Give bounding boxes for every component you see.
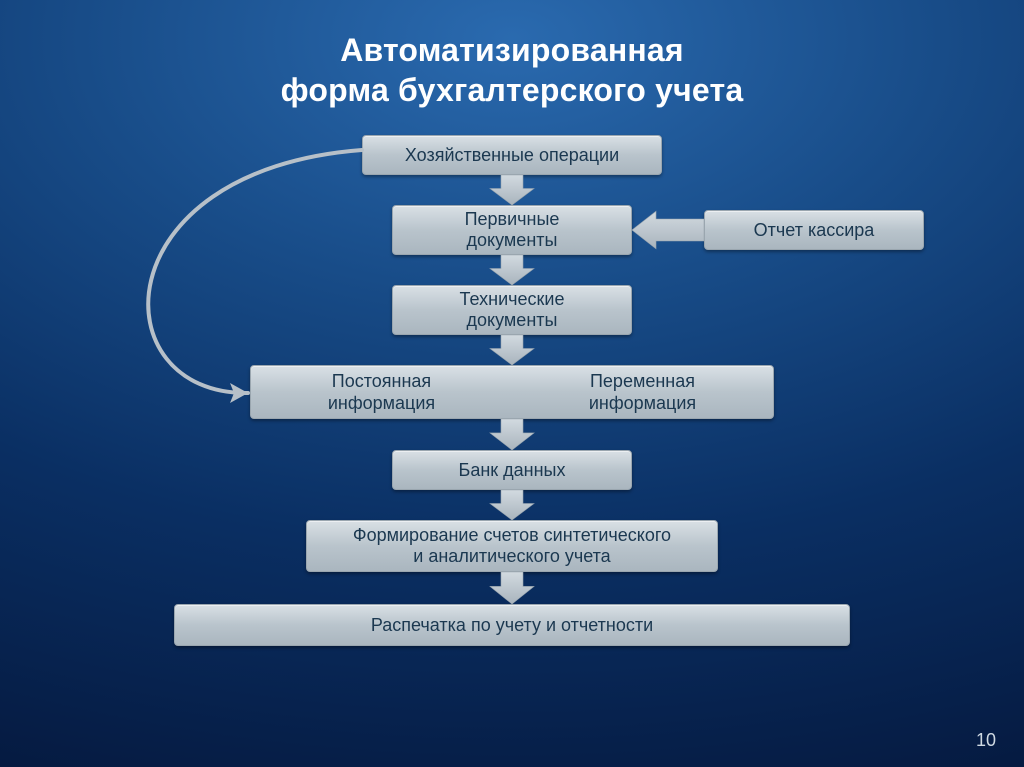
node-cashier-report: Отчет кассира — [704, 210, 924, 250]
split-left-line1: Постоянная — [332, 371, 431, 391]
node-printout: Распечатка по учету и отчетности — [174, 604, 850, 646]
node-info-split: Постоянная информация Переменная информа… — [250, 365, 774, 419]
node-operations: Хозяйственные операции — [362, 135, 662, 175]
split-right-line1: Переменная — [590, 371, 695, 391]
split-left-line2: информация — [328, 393, 435, 413]
split-right-line2: информация — [589, 393, 696, 413]
node-accounts-formation: Формирование счетов синтетическогои анал… — [306, 520, 718, 572]
node-primary-docs: Первичныедокументы — [392, 205, 632, 255]
page-number: 10 — [976, 730, 996, 751]
node-technical-docs: Техническиедокументы — [392, 285, 632, 335]
node-data-bank: Банк данных — [392, 450, 632, 490]
slide-title: Автоматизированная форма бухгалтерского … — [0, 30, 1024, 110]
title-line1: Автоматизированная — [340, 32, 684, 68]
split-constant-info: Постоянная информация — [251, 366, 512, 418]
title-line2: форма бухгалтерского учета — [281, 72, 744, 108]
split-variable-info: Переменная информация — [512, 366, 773, 418]
